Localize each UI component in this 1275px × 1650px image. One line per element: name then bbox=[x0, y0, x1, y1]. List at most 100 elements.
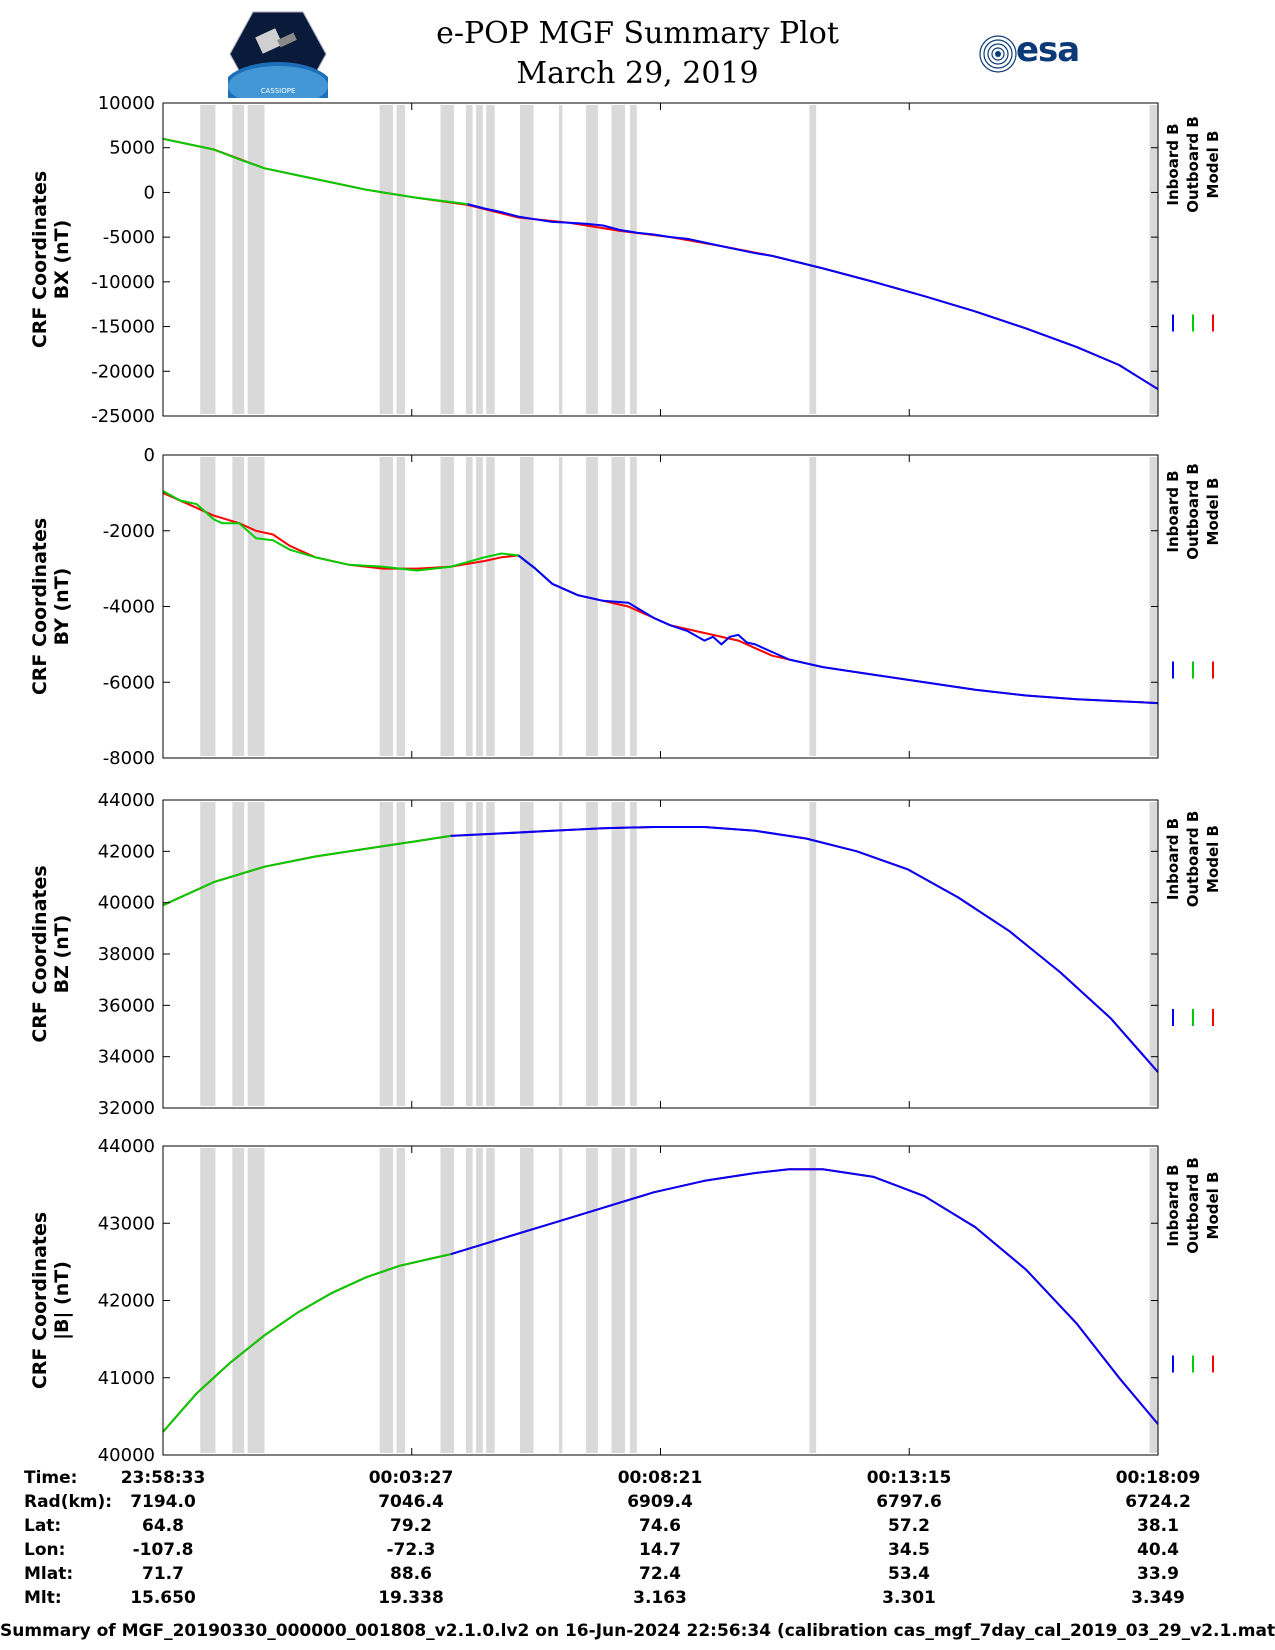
data-gap-band bbox=[611, 802, 625, 1106]
info-value-lon: -107.8 bbox=[132, 1540, 194, 1560]
data-gap-band bbox=[379, 1148, 394, 1453]
data-gap-band bbox=[440, 802, 455, 1106]
y-tick-label: 42000 bbox=[98, 841, 155, 862]
data-gap-band bbox=[232, 105, 245, 414]
info-value-time: 00:08:21 bbox=[617, 1468, 703, 1488]
data-gap-band bbox=[520, 457, 534, 756]
legend-label-inboard: Inboard B bbox=[1164, 123, 1182, 205]
data-gap-band bbox=[520, 1148, 534, 1453]
y-tick-label: 32000 bbox=[98, 1098, 155, 1119]
data-gap-band bbox=[486, 802, 495, 1106]
info-value-lat: 57.2 bbox=[888, 1516, 930, 1536]
data-gap-band bbox=[809, 1148, 817, 1453]
legend-label-model: Model B bbox=[1204, 825, 1222, 893]
data-gap-band bbox=[232, 457, 245, 756]
data-gap-band bbox=[440, 1148, 455, 1453]
data-gap-band bbox=[809, 802, 817, 1106]
info-value-mlt: 19.338 bbox=[378, 1588, 444, 1608]
info-label-rad: Rad(km): bbox=[24, 1492, 113, 1512]
data-gap-band bbox=[379, 105, 394, 414]
chart-panel-3: 32000 34000 36000 38000 40000 42000 44000 CRF C… bbox=[29, 790, 1222, 1119]
title-line-2: March 29, 2019 bbox=[516, 56, 759, 91]
info-row-rad: Rad(km): 7194.0 7046.4 6909.4 6797.6 6724.2 bbox=[0, 1492, 1275, 1516]
esa-logo-text: esa bbox=[1016, 30, 1080, 70]
info-value-time: 00:13:15 bbox=[866, 1468, 952, 1488]
data-gap-band bbox=[379, 457, 394, 756]
y-axis-label-line-2: |B| (nT) bbox=[51, 1261, 73, 1340]
legend-label-model: Model B bbox=[1204, 131, 1222, 199]
cassiope-logo-text: CASSIOPE bbox=[261, 87, 296, 95]
data-gap-band bbox=[440, 457, 455, 756]
y-tick-label: -25000 bbox=[91, 406, 155, 427]
info-value-lat: 64.8 bbox=[142, 1516, 184, 1536]
data-gap-band bbox=[558, 802, 563, 1106]
legend-label-outboard: Outboard B bbox=[1184, 1157, 1202, 1254]
cassiope-logo: CASSIOPE bbox=[228, 11, 328, 98]
data-gap-band bbox=[520, 802, 534, 1106]
info-value-mlt: 3.163 bbox=[633, 1588, 687, 1608]
data-gap-band bbox=[465, 105, 473, 414]
series-line-inboard-b bbox=[517, 554, 1159, 705]
data-gap-band bbox=[200, 105, 216, 414]
y-axis-label: CRF Coordinates|B| (nT) bbox=[29, 1212, 73, 1389]
info-value-time: 00:18:09 bbox=[1115, 1468, 1201, 1488]
plot-frame bbox=[162, 454, 1159, 759]
y-tick-label: 38000 bbox=[98, 944, 155, 965]
series-line-inboard-b bbox=[450, 826, 1159, 1073]
y-tick-label: -20000 bbox=[91, 361, 155, 382]
data-gap-band bbox=[486, 457, 495, 756]
data-gap-band bbox=[1149, 105, 1158, 414]
y-axis-label: CRF CoordinatesBZ (nT) bbox=[29, 865, 73, 1042]
y-axis-label-line-1: CRF Coordinates bbox=[29, 171, 51, 348]
data-gap-band bbox=[630, 802, 637, 1106]
info-value-mlat: 71.7 bbox=[142, 1564, 184, 1584]
info-value-rad: 6909.4 bbox=[627, 1492, 693, 1512]
data-gap-band bbox=[232, 802, 245, 1106]
esa-logo bbox=[979, 35, 1017, 73]
info-label-time: Time: bbox=[24, 1468, 78, 1488]
y-tick-label: 40000 bbox=[98, 1445, 155, 1466]
data-gap-band bbox=[611, 457, 625, 756]
info-label-mlat: Mlat: bbox=[24, 1564, 74, 1584]
info-value-lat: 79.2 bbox=[390, 1516, 432, 1536]
y-axis-label-line-1: CRF Coordinates bbox=[29, 518, 51, 695]
y-tick-label: 42000 bbox=[98, 1291, 155, 1312]
series-line-inboard-b bbox=[450, 1168, 1159, 1425]
info-value-mlat: 72.4 bbox=[639, 1564, 681, 1584]
info-value-mlt: 3.349 bbox=[1131, 1588, 1185, 1608]
y-axis-label-line-2: BZ (nT) bbox=[51, 915, 73, 994]
y-tick-label: 41000 bbox=[98, 1368, 155, 1389]
data-gap-band bbox=[440, 105, 455, 414]
y-tick-label: 44000 bbox=[98, 790, 155, 811]
y-tick-label: -6000 bbox=[103, 672, 155, 693]
y-tick-label: 44000 bbox=[98, 1136, 155, 1157]
info-value-mlat: 88.6 bbox=[390, 1564, 432, 1584]
data-gap-band bbox=[630, 1148, 637, 1453]
legend-label-inboard: Inboard B bbox=[1164, 1164, 1182, 1246]
data-gap-band bbox=[558, 1148, 563, 1453]
data-gap-band bbox=[247, 105, 265, 414]
data-gap-band bbox=[611, 1148, 625, 1453]
data-gap-band bbox=[396, 1148, 405, 1453]
y-tick-label: -4000 bbox=[103, 597, 155, 618]
data-gap-band bbox=[558, 457, 563, 756]
data-gap-band bbox=[476, 802, 483, 1106]
data-gap-band bbox=[586, 802, 598, 1106]
data-gap-band bbox=[396, 457, 405, 756]
plot-title: e-POP MGF Summary Plot March 29, 2019 bbox=[0, 14, 1275, 94]
y-axis-label: CRF CoordinatesBX (nT) bbox=[29, 171, 73, 348]
data-gap-band bbox=[232, 1148, 245, 1453]
data-gap-band bbox=[247, 457, 265, 756]
data-gap-band bbox=[200, 1148, 216, 1453]
y-tick-label: 36000 bbox=[98, 995, 155, 1016]
info-value-lon: 34.5 bbox=[888, 1540, 930, 1560]
info-value-rad: 6797.6 bbox=[876, 1492, 942, 1512]
y-axis-label-line-1: CRF Coordinates bbox=[29, 1212, 51, 1389]
data-gap-band bbox=[396, 105, 405, 414]
data-gap-band bbox=[586, 457, 598, 756]
series-line-model-b bbox=[162, 491, 1159, 705]
y-tick-label: 0 bbox=[144, 182, 155, 203]
info-label-lon: Lon: bbox=[24, 1540, 66, 1560]
info-label-lat: Lat: bbox=[24, 1516, 62, 1536]
y-tick-label: -8000 bbox=[103, 748, 155, 769]
